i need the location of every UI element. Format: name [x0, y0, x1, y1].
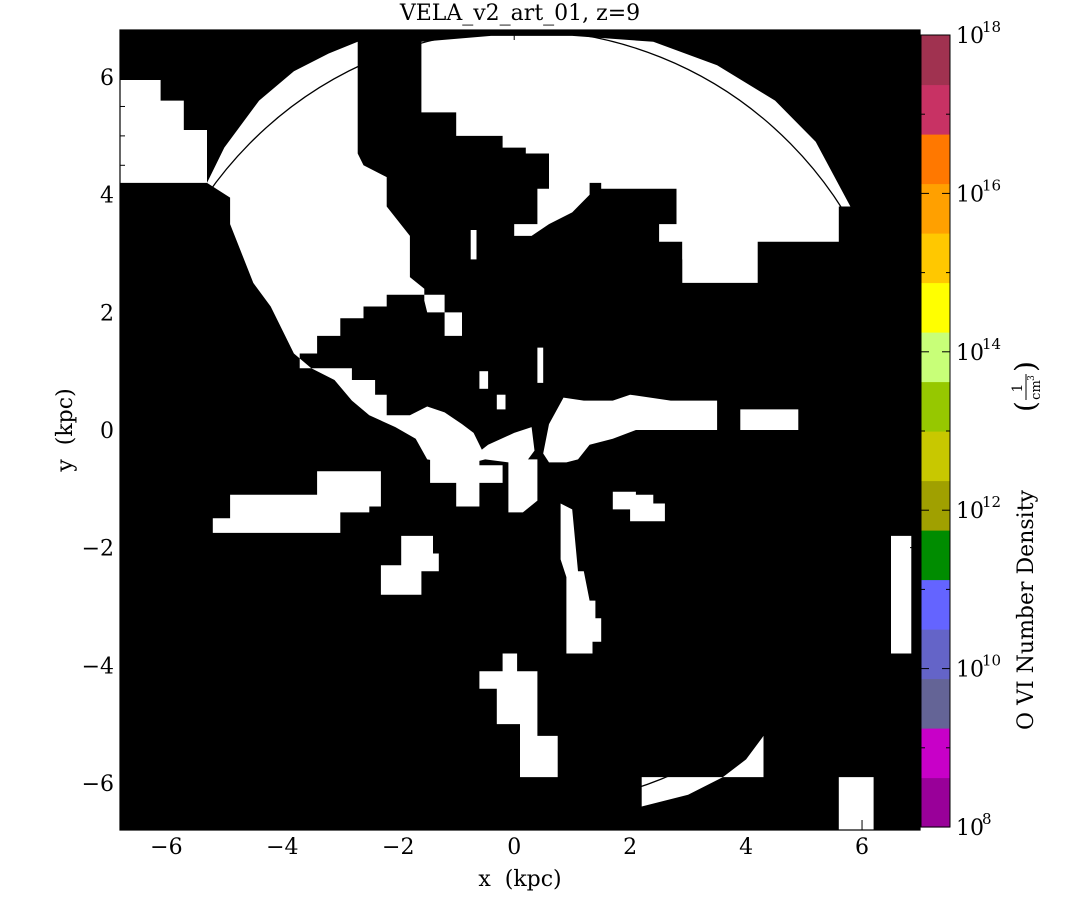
x-axis: −6 −4 −2 0 2 4 6 — [136, 30, 921, 860]
colorbar-segment — [921, 84, 950, 135]
colorbar-label: O VI Number Density — [1014, 489, 1039, 729]
colorbar-segment — [921, 728, 950, 779]
colorbar-segment — [921, 381, 950, 432]
x-tick-label: 2 — [623, 835, 637, 860]
colorbar-tick-label: 10 — [956, 24, 984, 49]
region-0-5 — [543, 394, 799, 463]
region-0-2 — [421, 35, 851, 283]
colorbar-segment — [921, 530, 950, 581]
region-0-15 — [838, 777, 874, 830]
plot-area — [119, 29, 921, 831]
colorbar-unit-paren-close: ) — [1009, 361, 1042, 372]
colorbar-segment — [921, 678, 950, 729]
region-0-11 — [612, 491, 665, 522]
colorbar-tick-label: 10 — [956, 499, 984, 524]
colorbar-tick-label: 10 — [956, 182, 984, 207]
y-tick-label: −4 — [82, 654, 114, 679]
x-axis-label: x (kpc) — [478, 867, 561, 892]
y-tick-label: −2 — [82, 537, 114, 562]
colorbar-segment — [921, 282, 950, 333]
colorbar-segment — [921, 134, 950, 185]
density-regions — [120, 35, 912, 830]
region-0-7 — [430, 450, 503, 507]
region-0-4 — [682, 241, 706, 260]
virial-circle-layer — [136, 30, 904, 808]
region-0-17 — [496, 394, 506, 410]
colorbar-unit-paren-open: ( — [1009, 401, 1042, 412]
colorbar-tick-label: 10 — [956, 341, 984, 366]
y-axis-label: y (kpc) — [53, 388, 78, 472]
x-tick-label: −6 — [150, 835, 182, 860]
colorbar-segment — [921, 777, 950, 828]
colorbar-unit-numerator: 1 — [1010, 384, 1026, 393]
region-0-6 — [508, 459, 538, 513]
region-0-12 — [479, 653, 558, 778]
chart-title: VELA_v2_art_01, z=9 — [399, 1, 640, 26]
y-tick-label: 4 — [100, 184, 114, 209]
region-0-9 — [380, 535, 439, 595]
y-tick-label: 2 — [100, 301, 114, 326]
region-0-1 — [207, 41, 483, 463]
colorbar-segment — [921, 183, 950, 234]
x-tick-label: −4 — [266, 835, 298, 860]
colorbar-tick-exponent: 10 — [982, 652, 1001, 670]
colorbar-segment — [921, 431, 950, 482]
virial-radius-circle — [136, 30, 904, 808]
colorbar-segment — [921, 480, 950, 531]
y-tick-label: 6 — [100, 66, 114, 91]
colorbar-tick-exponent: 18 — [982, 18, 1001, 36]
y-tick-label: −6 — [82, 772, 114, 797]
x-tick-label: 6 — [855, 835, 869, 860]
colorbar-tick-exponent: 8 — [982, 810, 992, 828]
colorbar-tick-label: 10 — [956, 816, 984, 841]
y-axis: 6 4 2 0 −2 −4 −6 — [82, 47, 920, 813]
colorbar-segment — [921, 629, 950, 680]
x-tick-label: 4 — [739, 835, 753, 860]
region-0-10 — [560, 503, 602, 654]
region-0-8 — [212, 471, 381, 533]
region-0-0 — [120, 80, 207, 183]
colorbar-tick-exponent: 12 — [982, 493, 1001, 511]
colorbar-tick-exponent: 16 — [982, 176, 1001, 194]
region-0-14 — [641, 735, 764, 807]
colorbar-label-group: O VI Number Density ( 1 cm 3 ) — [1009, 361, 1044, 730]
region-0-19 — [537, 347, 544, 383]
colorbar-segment — [921, 332, 950, 383]
y-tick-label: 0 — [100, 419, 114, 444]
colorbar-tick-exponent: 14 — [982, 335, 1001, 353]
colorbar-unit-power: 3 — [1027, 375, 1037, 381]
colorbar-tick-label: 10 — [956, 658, 984, 683]
colorbar-segment — [921, 35, 950, 86]
region-0-16 — [462, 427, 535, 466]
region-0-18 — [479, 371, 489, 389]
colorbar-segment — [921, 579, 950, 630]
colorbar-segment — [921, 233, 950, 284]
colorbar-unit-denominator: cm — [1029, 380, 1044, 400]
region-0-13 — [891, 535, 912, 654]
x-tick-label: −2 — [382, 835, 414, 860]
x-tick-label: 0 — [507, 835, 521, 860]
region-0-3 — [470, 230, 477, 260]
